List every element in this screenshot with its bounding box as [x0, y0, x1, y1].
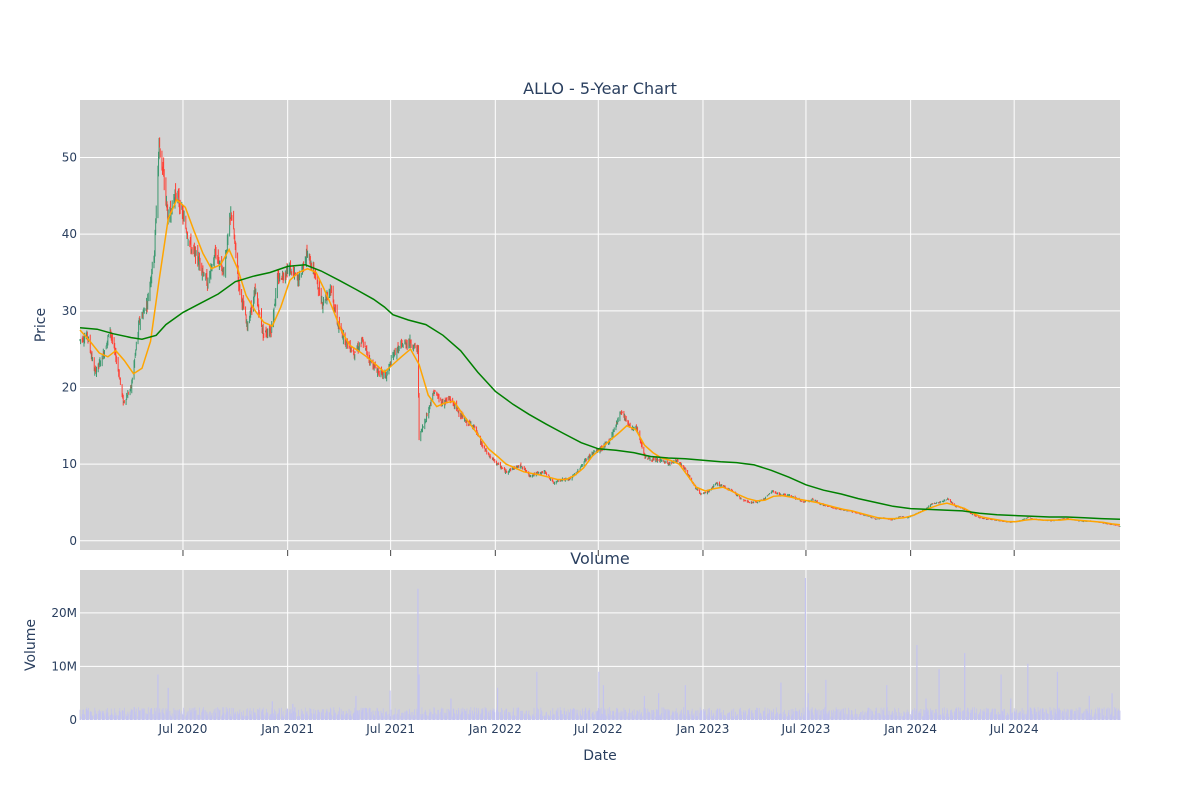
- volume-y-tick-label: 10M: [51, 659, 77, 673]
- price-plot-area: [80, 100, 1120, 550]
- date-x-tick-label: Jan 2022: [468, 722, 522, 736]
- volume-y-tick-label: 20M: [51, 606, 77, 620]
- price-y-tick-label: 40: [62, 227, 77, 241]
- price-y-tick-label: 0: [69, 534, 77, 548]
- date-x-tick-labels: Jul 2020 Jan 2021 Jul 2021 Jan 2022 Jul 2022…: [158, 722, 1039, 736]
- date-x-tick-label: Jul 2024: [989, 722, 1039, 736]
- moving-average-lines: [79, 198, 1121, 526]
- date-x-tick-label: Jan 2024: [883, 722, 937, 736]
- date-x-tick-label: Jul 2021: [365, 722, 415, 736]
- date-x-tick-label: Jul 2022: [573, 722, 623, 736]
- volume-y-tick-label: 0: [69, 713, 77, 727]
- price-gridlines: [80, 100, 1120, 550]
- price-y-axis-title: Price: [33, 308, 49, 342]
- price-y-tick-label: 10: [62, 457, 77, 471]
- x-axis-title: Date: [583, 748, 616, 764]
- volume-y-axis-title: Volume: [23, 619, 39, 671]
- volume-plot-area: [80, 570, 1120, 720]
- volume-y-tick-labels: 0 10M 20M: [51, 606, 77, 727]
- price-y-tick-label: 20: [62, 380, 77, 394]
- price-y-tick-label: 50: [62, 150, 77, 164]
- date-x-tick-label: Jul 2023: [781, 722, 831, 736]
- date-x-tick-label: Jan 2021: [260, 722, 314, 736]
- price-chart-title: ALLO - 5-Year Chart: [523, 79, 677, 98]
- date-x-tick-label: Jul 2020: [158, 722, 208, 736]
- price-y-tick-labels: 0 10 20 30 40 50: [62, 150, 77, 547]
- moving-average-line: [79, 264, 1121, 521]
- price-x-tick-marks: [182, 550, 1015, 556]
- date-x-tick-label: Jan 2023: [676, 722, 730, 736]
- volume-bars: [79, 578, 1121, 720]
- price-y-tick-label: 30: [62, 304, 77, 318]
- volume-chart-title: Volume: [570, 549, 630, 568]
